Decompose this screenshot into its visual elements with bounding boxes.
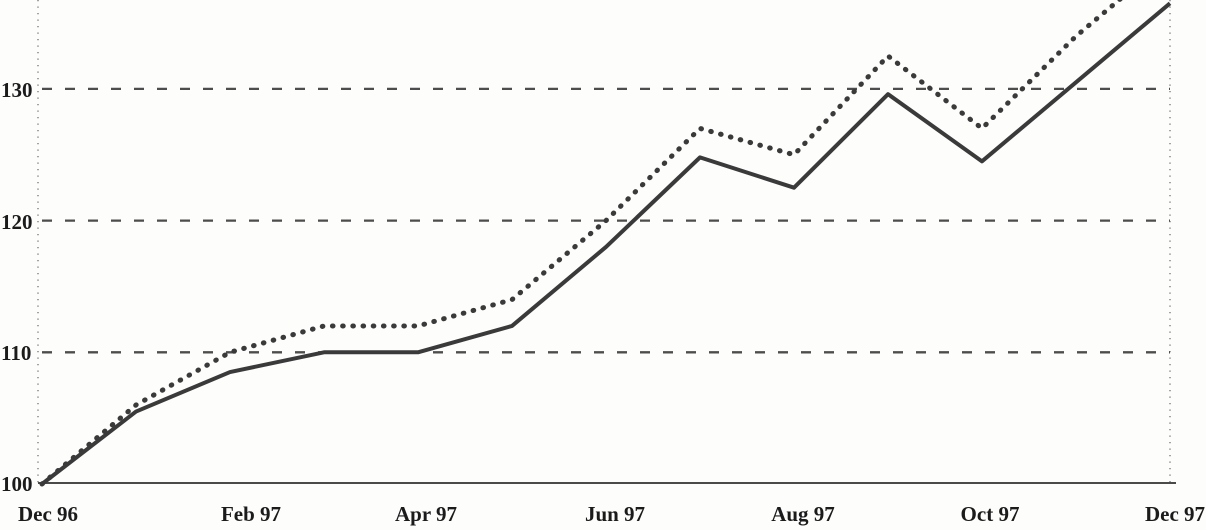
x-axis-tick-label: Dec 96 <box>17 502 79 526</box>
axes-layer <box>37 0 1176 484</box>
y-axis-tick-label: 120 <box>1 210 33 234</box>
gridlines-layer <box>42 87 1170 354</box>
y-axis-tick-label: 100 <box>1 472 33 496</box>
x-axis-tick-label: Dec 97 <box>1144 502 1206 526</box>
x-axis-tick-label: Aug 97 <box>771 502 835 526</box>
x-axis-tick-label: Feb 97 <box>220 502 282 526</box>
y-axis-tick-label: 130 <box>1 78 33 102</box>
x-axis-tick-label: Oct 97 <box>960 502 1020 526</box>
x-axis-tick-label: Apr 97 <box>394 502 458 526</box>
x-axis-tick-label: Jun 97 <box>584 502 646 526</box>
series-upper-dotted-index <box>39 0 1123 487</box>
series-layer <box>39 0 1172 487</box>
y-axis-tick-label: 110 <box>1 341 32 365</box>
series-lower-solid-index <box>40 1 1172 486</box>
